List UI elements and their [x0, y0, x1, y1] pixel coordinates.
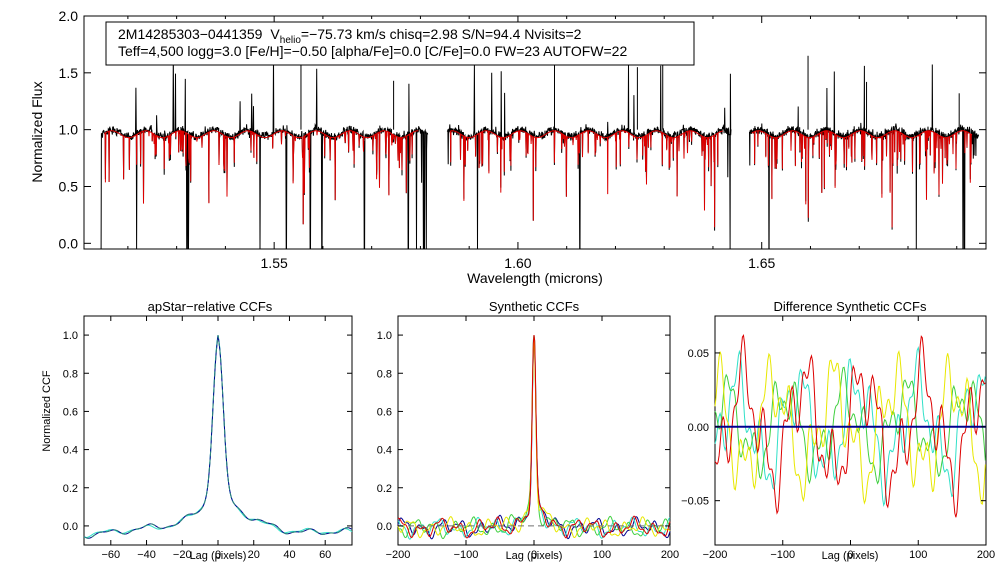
x-tick-label: −200: [386, 549, 411, 561]
x-tick-label: −40: [137, 549, 156, 561]
y-tick-label: 0.8: [377, 368, 392, 380]
y-tick-label: 0.6: [377, 406, 392, 418]
y-tick-label: 0.00: [688, 422, 709, 434]
spectrum-y-axis-label: Normalized Flux: [29, 81, 45, 182]
synthetic-ccf-red-line: [397, 335, 671, 539]
x-tick-label: 1.55: [261, 255, 288, 271]
x-tick-label: 0: [847, 549, 853, 561]
x-tick-label: 1.60: [504, 255, 531, 271]
x-tick-label: 200: [977, 549, 995, 561]
spectrum-x-axis-label: Wavelength (microns): [467, 270, 603, 286]
x-tick-label: −60: [101, 549, 120, 561]
y-tick-label: 0.0: [63, 521, 78, 533]
difference-ccf-red-line: [714, 333, 986, 518]
velocity-symbol: V: [270, 26, 280, 42]
y-tick-label: 2.0: [59, 8, 79, 24]
difference-ccf-series: [714, 333, 986, 518]
x-tick-label: −100: [454, 549, 479, 561]
spectrum-plot-frame: [83, 15, 987, 250]
y-tick-label: 1.0: [377, 330, 392, 342]
x-tick-label: −20: [173, 549, 192, 561]
apstar-ccf-x-axis-label: Lag (pixels): [190, 550, 247, 562]
model-spectrum-line: [449, 130, 723, 228]
model-spectrum-line: [104, 130, 419, 225]
y-tick-label: 0.4: [63, 445, 78, 457]
x-tick-label: −100: [770, 549, 795, 561]
velocity-subscript: helio: [280, 35, 302, 46]
y-tick-label: 0.6: [63, 406, 78, 418]
y-tick-label: 0.0: [59, 235, 79, 251]
spectrum-series: [100, 16, 980, 250]
y-tick-label: 1.0: [59, 122, 79, 138]
spectrum-info-box: [105, 21, 695, 66]
apstar-ccf-title: apStar−relative CCFs: [148, 299, 273, 314]
x-tick-label: 0: [531, 549, 537, 561]
x-tick-label: 1.65: [748, 255, 775, 271]
y-tick-label: 0.8: [63, 368, 78, 380]
synthetic-ccf-series: [397, 335, 671, 540]
x-tick-label: 200: [661, 549, 679, 561]
x-tick-label: −200: [703, 549, 728, 561]
difference-ccf-ticks: −200 −100 0 100 200 −0.05 0.00 0.05: [681, 316, 995, 561]
y-tick-label: 1.5: [59, 65, 79, 81]
apstar-ccf-ticks: −60 −40 −20 0 20 40 60 0.0 0.2 0.4 0.6 0.8 1.0: [63, 316, 352, 561]
x-tick-label: 20: [248, 549, 260, 561]
x-tick-label: 0: [215, 549, 221, 561]
y-tick-label: 0.2: [63, 483, 78, 495]
difference-ccf-title: Difference Synthetic CCFs: [774, 299, 927, 314]
y-tick-label: −0.05: [681, 496, 709, 508]
difference-ccf-green-line: [714, 366, 986, 485]
spectrum-panel: 1.55 1.60 1.65 0.0 0.5 1.0 1.5 2.0 2M14285303−0…: [29, 8, 987, 286]
y-tick-label: 0.0: [377, 521, 392, 533]
spectrum-info-line-2: Teff=4,500 logg=3.0 [Fe/H]=−0.50 [alpha/…: [118, 43, 627, 59]
observed-spectrum-line: [446, 62, 732, 250]
difference-ccf-yellow-line: [714, 350, 986, 505]
ccf-combined-line: [83, 335, 353, 539]
star-id: 2M14285303−0441359: [118, 26, 263, 42]
difference-ccf-panel: Difference Synthetic CCFs −200 −100 0 100 20…: [681, 299, 995, 562]
difference-ccf-x-axis-label: Lag (pixels): [822, 550, 879, 562]
apstar-ccf-panel: apStar−relative CCFs −60 −40 −20 0 20 40 60 0.0…: [41, 299, 353, 562]
synthetic-ccf-ticks: −200 −100 0 100 200 0.0 0.2 0.4 0.6 0.8 1.0: [377, 316, 679, 561]
y-tick-label: 0.05: [688, 348, 709, 360]
synthetic-ccf-x-axis-label: Lag (pixels): [506, 550, 563, 562]
x-tick-label: 100: [593, 549, 611, 561]
y-tick-label: 0.2: [377, 483, 392, 495]
y-tick-label: 1.0: [63, 330, 78, 342]
x-tick-label: 100: [909, 549, 927, 561]
y-tick-label: 0.4: [377, 445, 392, 457]
apstar-ccf-series: [83, 335, 353, 539]
synthetic-ccf-panel: Synthetic CCFs −200 −100 0 100 200 0.0 0.2 0.4 0…: [377, 299, 679, 562]
x-tick-label: 40: [283, 549, 295, 561]
model-spectrum-line: [751, 130, 973, 228]
apstar-ccf-y-axis-label: Normalized CCF: [41, 370, 53, 452]
spectrum-stats: =−75.73 km/s chisq=2.98 S/N=94.4 Nvisits…: [301, 26, 582, 42]
synthetic-ccf-title: Synthetic CCFs: [489, 299, 580, 314]
spectrum-ticks: 1.55 1.60 1.65 0.0 0.5 1.0 1.5 2.0: [59, 8, 986, 271]
x-tick-label: 60: [319, 549, 331, 561]
spectrum-info-line-1: 2M14285303−0441359 Vhelio=−75.73 km/s chi…: [118, 26, 582, 46]
y-tick-label: 0.5: [59, 178, 79, 194]
